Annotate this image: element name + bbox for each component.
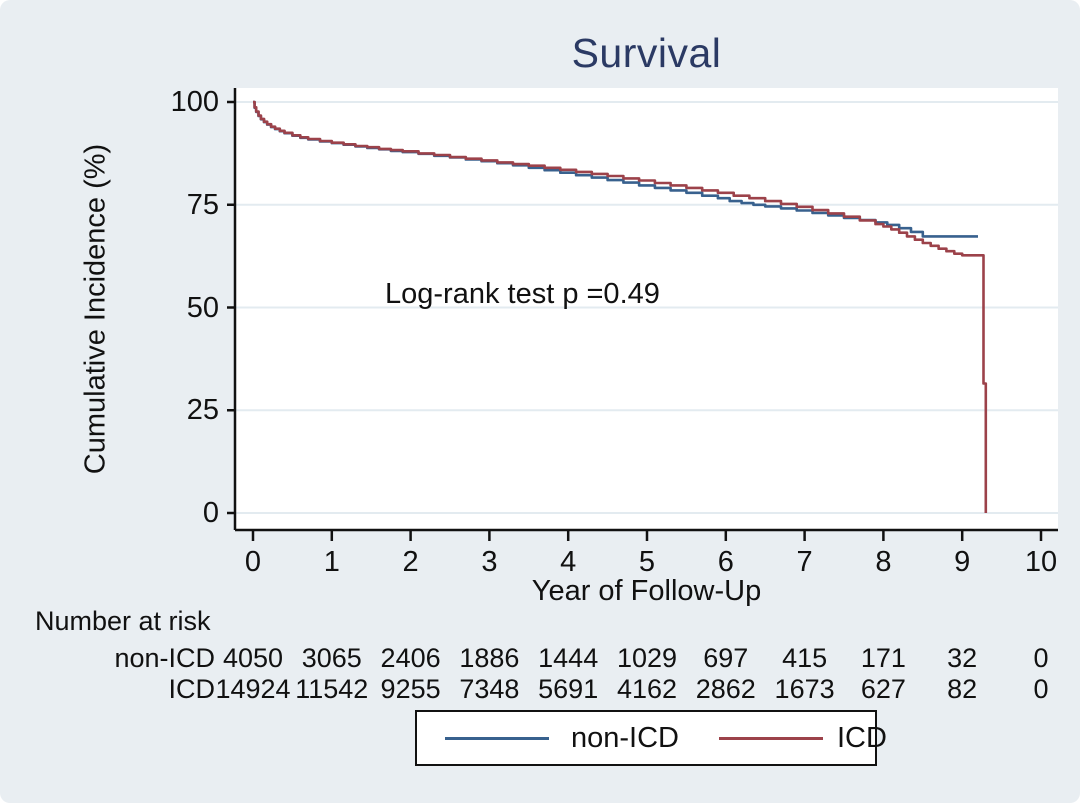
x-tick-label-10: 10 (1024, 546, 1058, 578)
curve-ICD (253, 100, 988, 513)
risk-count-ICD-year9: 82 (947, 674, 978, 704)
legend-line-ICD (719, 736, 823, 740)
x-tick-label-3: 3 (481, 546, 498, 578)
x-tick-label-8: 8 (875, 546, 892, 578)
number-at-risk-heading: Number at risk (35, 606, 211, 636)
risk-count-non-ICD-year2: 2406 (380, 643, 441, 673)
risk-count-ICD-year10: 0 (1033, 674, 1049, 704)
x-tick-label-4: 4 (560, 546, 577, 578)
risk-count-non-ICD-year0: 4050 (222, 643, 284, 673)
risk-count-non-ICD-year7: 415 (782, 643, 828, 673)
risk-row-label-non-ICD: non-ICD (114, 643, 215, 673)
x-tick-label-1: 1 (323, 546, 340, 578)
legend-line-non-ICD (445, 736, 549, 740)
risk-row-label-ICD: ICD (168, 674, 216, 704)
y-tick-label-0: 0 (202, 497, 219, 529)
risk-count-non-ICD-year4: 1444 (538, 643, 599, 673)
x-tick-label-9: 9 (954, 546, 971, 578)
risk-count-non-ICD-year10: 0 (1033, 643, 1049, 673)
y-tick-label-75: 75 (186, 188, 219, 221)
legend-box: non-ICD ICD (415, 710, 887, 766)
risk-count-ICD-year8: 627 (860, 674, 906, 704)
risk-count-non-ICD-year3: 1886 (459, 643, 520, 673)
risk-count-non-ICD-year1: 3065 (301, 643, 362, 673)
x-axis-title: Year of Follow-Up (531, 575, 762, 607)
risk-count-ICD-year0: 14924 (215, 674, 291, 704)
risk-count-ICD-year6: 2862 (695, 674, 756, 704)
x-tick-label-6: 6 (717, 546, 734, 578)
legend-label-ICD: ICD (837, 721, 887, 754)
y-tick-label-25: 25 (186, 394, 219, 427)
y-tick-label-100: 100 (170, 86, 219, 118)
x-tick-label-5: 5 (638, 546, 656, 578)
risk-count-ICD-year3: 7348 (459, 674, 520, 704)
y-axis-title-text: Cumulative Incidence (%) (79, 143, 112, 475)
y-tick-label-50: 50 (186, 291, 219, 324)
plot-background (235, 88, 1058, 530)
x-tick-label-7: 7 (796, 546, 813, 578)
risk-count-non-ICD-year6: 697 (703, 643, 749, 673)
risk-count-ICD-year1: 11542 (295, 674, 369, 704)
risk-count-ICD-year7: 1673 (774, 674, 835, 704)
risk-count-ICD-year5: 4162 (616, 674, 678, 704)
log-rank-annotation: Log-rank test p =0.49 (385, 278, 660, 310)
risk-count-ICD-year2: 9255 (380, 674, 441, 704)
risk-count-ICD-year4: 5691 (538, 674, 599, 704)
legend-label-non-ICD: non-ICD (571, 721, 679, 754)
chart-title: Survival (571, 30, 722, 76)
x-tick-label-0: 0 (244, 546, 262, 578)
risk-count-non-ICD-year9: 32 (947, 643, 978, 673)
x-tick-label-2: 2 (402, 546, 419, 578)
risk-count-non-ICD-year8: 171 (860, 643, 906, 673)
risk-count-non-ICD-year5: 1029 (616, 643, 678, 673)
